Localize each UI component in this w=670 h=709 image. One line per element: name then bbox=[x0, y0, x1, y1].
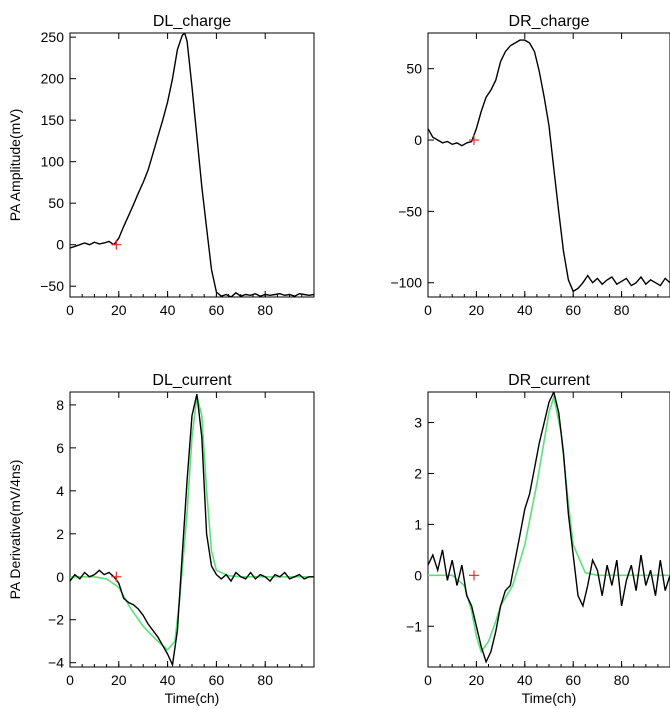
y-tick-label: 0 bbox=[414, 567, 422, 583]
x-axis-label: Time(ch) bbox=[165, 690, 220, 706]
x-tick-label: 20 bbox=[469, 302, 485, 318]
y-tick-label: 50 bbox=[406, 61, 422, 77]
x-axis-label: Time(ch) bbox=[522, 690, 577, 706]
y-tick-label: 100 bbox=[41, 154, 65, 170]
x-tick-label: 0 bbox=[66, 302, 74, 318]
y-tick-label: 0 bbox=[414, 132, 422, 148]
start-marker bbox=[111, 239, 122, 250]
signal-line bbox=[428, 392, 670, 664]
y-tick-label: 0 bbox=[56, 569, 64, 585]
y-tick-label: 4 bbox=[56, 483, 64, 499]
x-tick-label: 60 bbox=[209, 672, 225, 688]
fit-line bbox=[70, 396, 314, 651]
y-tick-label: 0 bbox=[56, 237, 64, 253]
start-marker bbox=[468, 570, 479, 581]
y-tick-label: 250 bbox=[41, 29, 65, 45]
fit-line bbox=[428, 393, 670, 654]
y-tick-label: 50 bbox=[48, 195, 64, 211]
x-tick-label: 80 bbox=[614, 302, 630, 318]
x-tick-label: 40 bbox=[517, 302, 533, 318]
y-tick-label: −50 bbox=[40, 278, 64, 294]
panel-3: DR_current 0 20 40 60 80 −1 0 1 2 3 Time(ch) bbox=[406, 372, 670, 706]
y-tick-label: 6 bbox=[56, 440, 64, 456]
y-tick-label: 200 bbox=[41, 71, 65, 87]
signal-line bbox=[70, 393, 314, 667]
x-tick-label: 0 bbox=[424, 302, 432, 318]
start-marker bbox=[111, 571, 122, 582]
x-tick-label: 80 bbox=[257, 302, 273, 318]
chart-title: DR_current bbox=[508, 372, 590, 389]
x-tick-label: 20 bbox=[469, 672, 485, 688]
y-tick-label: 2 bbox=[414, 465, 422, 481]
x-tick-label: 80 bbox=[257, 672, 273, 688]
x-tick-label: 40 bbox=[160, 302, 176, 318]
x-tick-label: 60 bbox=[209, 302, 225, 318]
y-axis-label: PA Amplitude(mV) bbox=[7, 109, 23, 222]
plot-frame bbox=[69, 32, 315, 298]
x-tick-label: 0 bbox=[424, 672, 432, 688]
x-tick-label: 0 bbox=[66, 672, 74, 688]
y-tick-label: 150 bbox=[41, 112, 65, 128]
x-tick-label: 20 bbox=[111, 302, 127, 318]
chart-title: DL_current bbox=[152, 372, 232, 389]
x-tick-label: 60 bbox=[565, 672, 581, 688]
x-tick-label: 40 bbox=[160, 672, 176, 688]
y-tick-label: −100 bbox=[390, 275, 422, 291]
signal-line bbox=[428, 39, 670, 293]
panel-1: DR_charge 0 20 40 60 80 −100 −50 0 50 bbox=[390, 13, 670, 318]
x-tick-label: 40 bbox=[517, 672, 533, 688]
y-tick-label: −4 bbox=[48, 655, 64, 671]
plot-frame bbox=[427, 32, 670, 298]
y-tick-label: −50 bbox=[398, 203, 422, 219]
x-tick-label: 60 bbox=[565, 302, 581, 318]
y-tick-label: −1 bbox=[406, 618, 422, 634]
y-tick-label: −2 bbox=[48, 612, 64, 628]
start-marker bbox=[468, 135, 479, 146]
chart-title: DR_charge bbox=[509, 13, 590, 30]
x-tick-label: 80 bbox=[614, 672, 630, 688]
y-tick-label: 8 bbox=[56, 397, 64, 413]
y-axis-label: PA Derivative(mV/4ns) bbox=[7, 460, 23, 600]
y-tick-label: 2 bbox=[56, 526, 64, 542]
chart-title: DL_charge bbox=[153, 13, 231, 30]
signal-line bbox=[70, 33, 314, 297]
panel-2: DL_current 0 20 40 60 80 −4 −2 0 2 4 6 8 Time(ch) PA D… bbox=[7, 372, 315, 706]
plot-frame bbox=[427, 391, 670, 668]
y-tick-label: 3 bbox=[414, 415, 422, 431]
x-tick-label: 20 bbox=[111, 672, 127, 688]
y-tick-label: 1 bbox=[414, 516, 422, 532]
